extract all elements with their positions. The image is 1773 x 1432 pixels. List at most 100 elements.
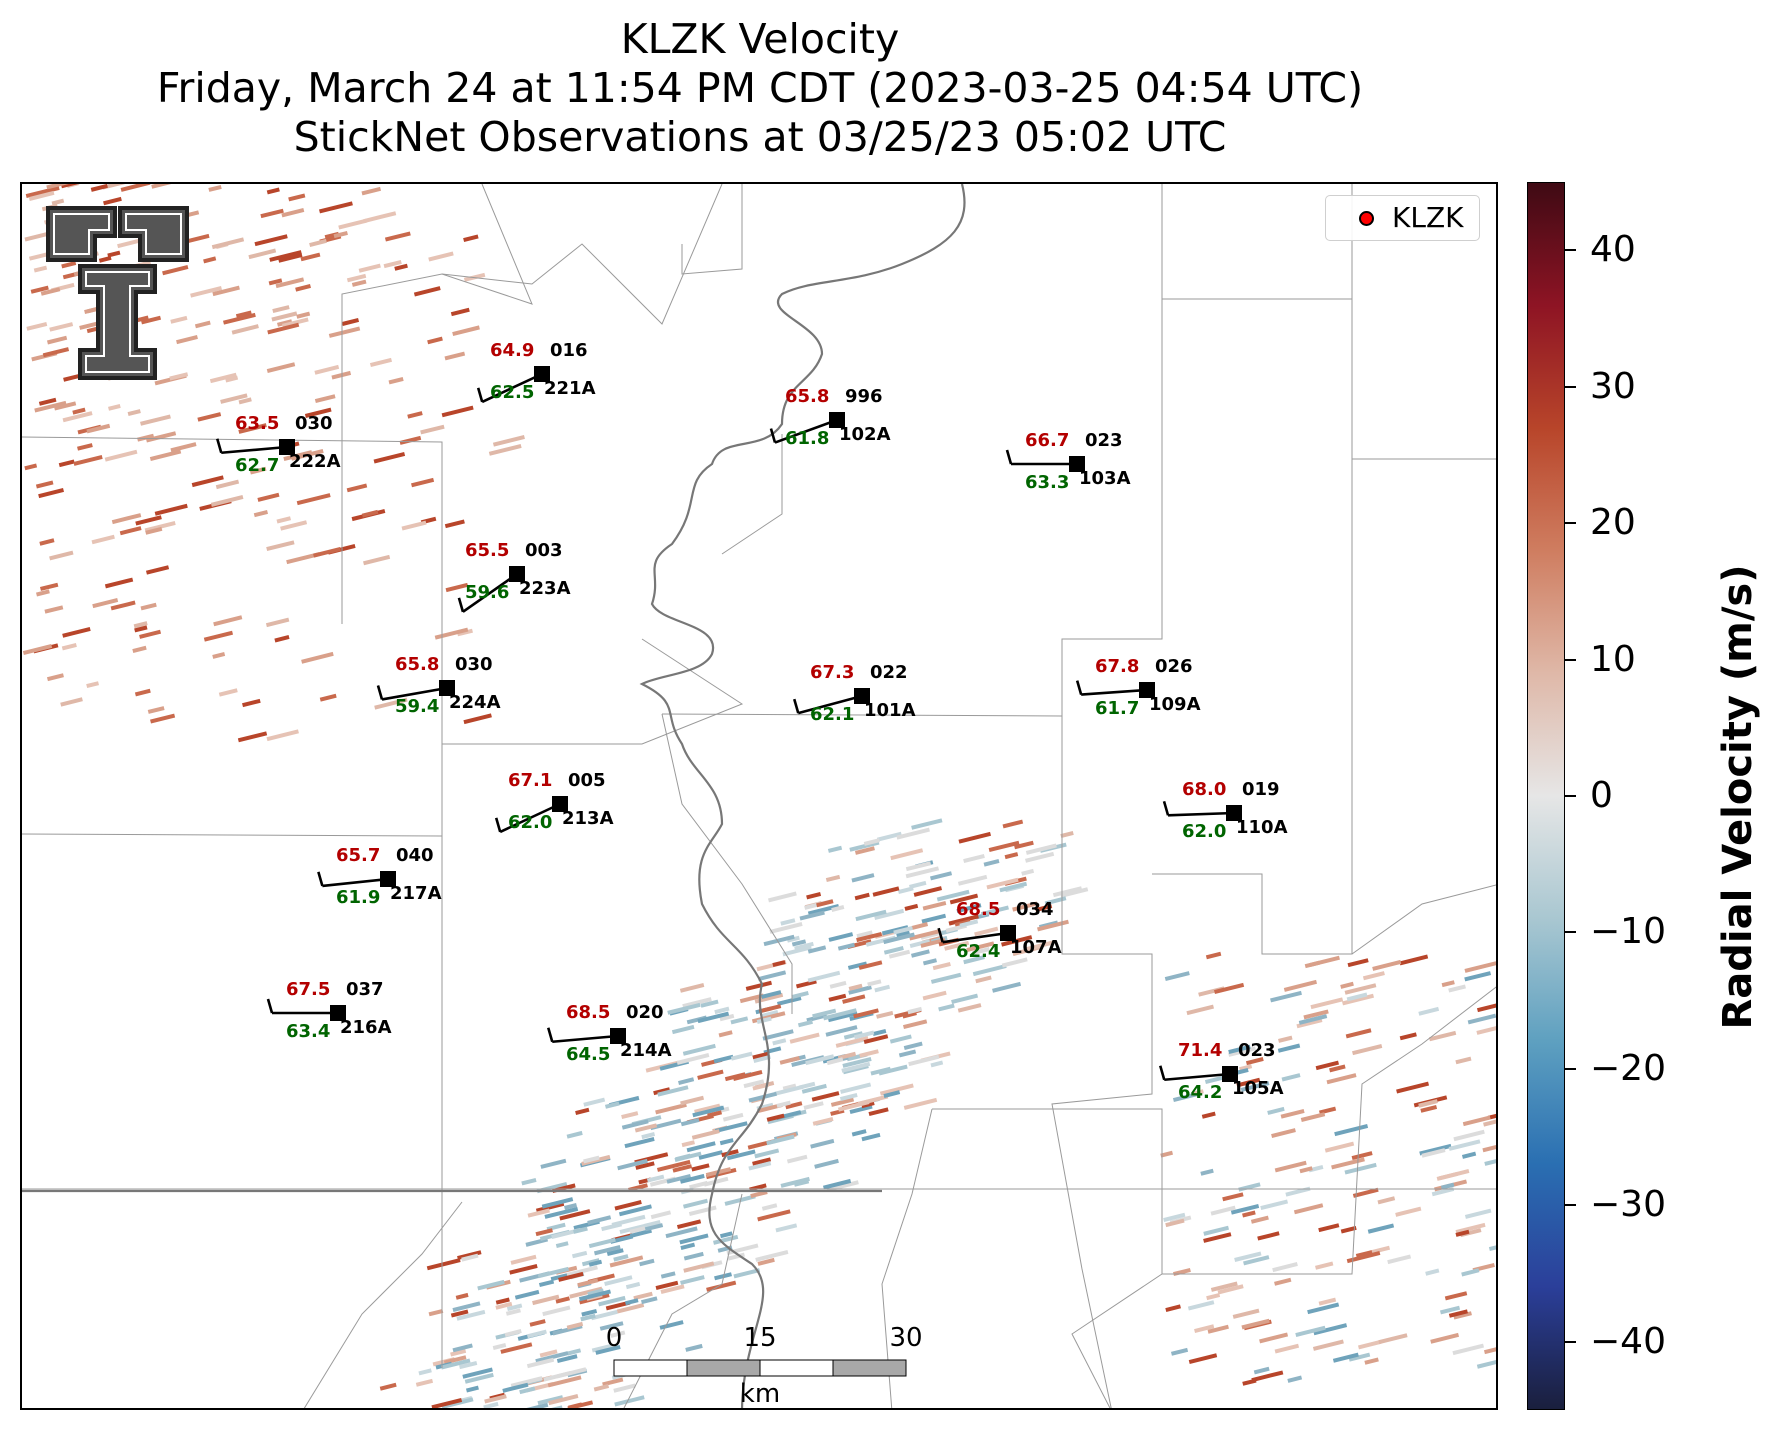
- velocity-gate: [683, 1251, 704, 1261]
- velocity-gate: [1484, 1157, 1496, 1166]
- velocity-gate: [538, 1279, 555, 1288]
- velocity-gate: [314, 364, 340, 375]
- velocity-gate: [856, 931, 883, 943]
- velocity-gate: [331, 370, 352, 380]
- station-plot-101A[interactable]: 67.3 022 62.1 101A: [792, 662, 916, 725]
- velocity-gate: [810, 1138, 835, 1149]
- station-plot-109A[interactable]: 67.8 026 61.7 109A: [1075, 656, 1201, 719]
- station-plot-221A[interactable]: 64.9 016 62.5 221A: [476, 340, 596, 404]
- velocity-gate: [853, 1008, 879, 1019]
- velocity-gate: [756, 1016, 772, 1025]
- velocity-gate: [719, 1138, 734, 1146]
- velocity-gate: [194, 320, 211, 329]
- velocity-gate: [1002, 819, 1024, 829]
- station-dewpoint: 61.9: [336, 887, 380, 908]
- scale-unit: km: [739, 1379, 781, 1409]
- colorbar-tick-label: −10: [1590, 911, 1666, 953]
- station-plot-103A[interactable]: 66.7 023 63.3 103A: [1005, 430, 1131, 493]
- velocity-gate: [220, 393, 248, 404]
- station-plot-223A[interactable]: 65.5 003 59.6 223A: [457, 540, 571, 613]
- velocity-gate: [1232, 1308, 1260, 1319]
- velocity-gate: [949, 893, 979, 905]
- velocity-gate: [564, 1202, 578, 1210]
- velocity-gate: [169, 372, 189, 381]
- station-temperature: 65.7: [336, 845, 380, 866]
- velocity-gate: [346, 273, 367, 283]
- velocity-gate: [1364, 1357, 1379, 1365]
- velocity-gate: [1170, 1347, 1189, 1356]
- velocity-gate: [420, 424, 445, 435]
- station-plot-224A[interactable]: 65.8 030 59.4 224A: [376, 654, 501, 717]
- velocity-gate: [495, 1301, 513, 1310]
- velocity-gate: [650, 1210, 672, 1220]
- velocity-gate: [879, 1083, 914, 1096]
- wind-barb-staff: [1081, 688, 1148, 696]
- velocity-gate: [117, 238, 143, 249]
- velocity-gate: [502, 1382, 529, 1393]
- velocity-gate: [957, 874, 988, 886]
- station-plot-213A[interactable]: 67.1 005 62.0 213A: [494, 770, 614, 834]
- velocity-gate: [1210, 1205, 1236, 1216]
- velocity-gate: [1188, 1353, 1218, 1365]
- velocity-gate: [1044, 896, 1067, 906]
- velocity-gate: [733, 1268, 761, 1279]
- velocity-gate: [514, 1289, 540, 1300]
- map-panel[interactable]: 64.9 016 62.5 221A 63.5 030 62.7 222A 65.8 996 61.…: [20, 182, 1498, 1410]
- velocity-gate: [726, 1149, 756, 1161]
- station-plot-102A[interactable]: 65.8 996 61.8 102A: [769, 386, 891, 449]
- station-id: 103A: [1079, 468, 1131, 489]
- velocity-gate: [225, 375, 239, 383]
- velocity-gate: [358, 263, 381, 273]
- velocity-gate: [1012, 901, 1038, 912]
- velocity-gate: [212, 651, 226, 659]
- velocity-gate: [213, 615, 243, 627]
- station-plot-105A[interactable]: 71.4 023 64.2 105A: [1159, 1040, 1284, 1103]
- velocity-gate: [281, 207, 305, 218]
- velocity-gate: [1165, 1304, 1181, 1312]
- colorbar-tick-label: −20: [1590, 1047, 1666, 1089]
- velocity-gate: [682, 1043, 716, 1056]
- station-plot-110A[interactable]: 68.0 019 62.0 110A: [1162, 779, 1288, 842]
- station-dewpoint: 62.0: [1182, 821, 1226, 842]
- station-plot-107A[interactable]: 68.5 034 62.4 107A: [937, 899, 1062, 962]
- velocity-gate: [963, 955, 985, 965]
- velocity-gate: [276, 319, 293, 327]
- velocity-gate: [966, 941, 995, 952]
- velocity-gate: [203, 256, 217, 264]
- velocity-gate: [769, 921, 803, 934]
- velocity-gate: [714, 1121, 748, 1134]
- velocity-gate: [1021, 868, 1035, 876]
- velocity-gate: [132, 645, 147, 653]
- velocity-gate: [373, 451, 406, 464]
- velocity-gate: [812, 1116, 834, 1126]
- velocity-gate: [604, 1101, 620, 1109]
- station-plot-217A[interactable]: 65.7 040 61.9 217A: [317, 845, 442, 908]
- velocity-gate: [526, 1357, 555, 1369]
- velocity-gate: [568, 1402, 583, 1408]
- velocity-gate: [374, 697, 408, 710]
- velocity-gate: [1351, 1151, 1373, 1160]
- wind-barb-staff: [462, 572, 518, 613]
- velocity-gate: [1395, 1206, 1422, 1217]
- velocity-gate: [558, 1271, 584, 1282]
- velocity-gate: [361, 509, 379, 518]
- velocity-gate: [908, 1054, 940, 1067]
- station-marker: [380, 871, 396, 887]
- velocity-gate: [1436, 1169, 1470, 1181]
- velocity-gate: [1340, 1225, 1357, 1234]
- county-line: [1161, 184, 1353, 639]
- wind-barb-flag: [457, 597, 465, 613]
- station-plot-222A[interactable]: 63.5 030 62.7 222A: [216, 413, 341, 476]
- velocity-gate: [972, 963, 1007, 977]
- velocity-gate: [521, 1177, 537, 1186]
- station-marker: [1000, 925, 1016, 941]
- velocity-gate: [1253, 1366, 1270, 1375]
- station-plot-214A[interactable]: 68.5 020 64.5 214A: [547, 1002, 672, 1065]
- station-plot-216A[interactable]: 67.5 037 63.4 216A: [266, 979, 392, 1042]
- velocity-gate: [719, 1231, 733, 1239]
- velocity-gate: [722, 1112, 744, 1122]
- velocity-gate: [140, 414, 171, 426]
- velocity-gate: [837, 942, 855, 951]
- station-marker: [1139, 682, 1155, 698]
- velocity-gate: [77, 443, 93, 451]
